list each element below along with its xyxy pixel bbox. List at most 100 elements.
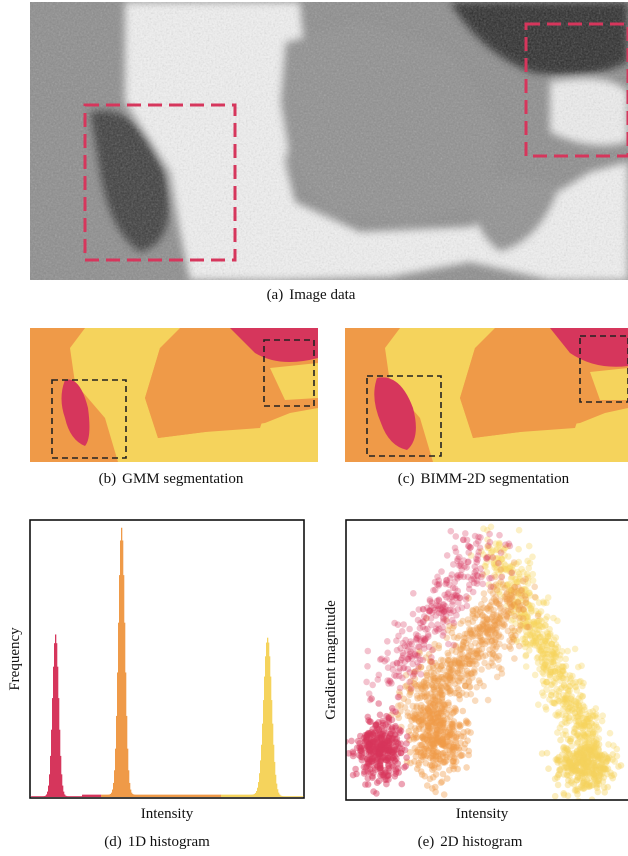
- scatter-point: [534, 618, 541, 625]
- scatter-point: [430, 742, 438, 750]
- scatter-point: [512, 632, 519, 639]
- scatter-point: [450, 607, 457, 615]
- scatter-point: [444, 738, 451, 746]
- scatter-point: [412, 727, 420, 734]
- scatter-point: [585, 783, 593, 790]
- scatter-point: [435, 750, 442, 757]
- scatter-point: [456, 553, 463, 561]
- histogram-bar: [122, 540, 124, 797]
- scatter-point: [583, 763, 591, 770]
- scatter-point: [357, 745, 365, 753]
- scatter-point: [542, 661, 549, 668]
- scatter-point: [571, 752, 579, 759]
- scatter-point: [417, 638, 425, 645]
- scatter-point: [401, 642, 409, 650]
- scatter-point: [364, 768, 371, 775]
- scatter-point: [430, 706, 437, 714]
- scatter-point: [477, 628, 484, 635]
- scatter-point: [538, 654, 545, 661]
- scatter-point: [593, 751, 601, 759]
- scatter-point: [562, 753, 570, 761]
- scatter-point: [476, 608, 484, 616]
- scatter-point: [576, 749, 583, 756]
- histogram-bar: [59, 729, 61, 797]
- scatter-point: [434, 734, 441, 741]
- scatter-point: [580, 755, 587, 762]
- scatter-point: [423, 745, 430, 752]
- scatter-point: [504, 581, 511, 588]
- scatter-point: [487, 633, 494, 640]
- scatter-point: [597, 764, 605, 772]
- scatter-point: [480, 590, 488, 597]
- histogram-bar: [221, 794, 223, 797]
- scatter-point: [525, 542, 533, 550]
- scatter-point: [548, 640, 555, 648]
- scatter-point: [411, 758, 418, 765]
- scatter-point: [424, 736, 431, 744]
- histogram-bar: [259, 773, 261, 797]
- histogram-bar: [46, 794, 48, 797]
- histogram-bar: [207, 794, 209, 797]
- scatter-point: [560, 675, 567, 682]
- scatter-point: [567, 699, 575, 707]
- scatter-point: [584, 758, 591, 766]
- scatter-point: [476, 630, 483, 637]
- scatter-point: [522, 651, 530, 659]
- scatter-point: [562, 756, 569, 764]
- scatter-point: [539, 637, 547, 644]
- scatter-point: [464, 616, 472, 623]
- scatter-point: [474, 654, 482, 661]
- scatter-point: [598, 752, 606, 760]
- histogram-bar: [167, 794, 169, 797]
- scatter-point: [539, 669, 546, 676]
- scatter-point: [422, 711, 430, 719]
- scatter-point: [561, 759, 568, 767]
- histogram-bar: [219, 794, 221, 797]
- scatter-point: [462, 719, 470, 727]
- scatter-point: [579, 757, 586, 764]
- histogram-bar: [100, 794, 102, 797]
- scatter-point: [431, 740, 439, 748]
- scatter-point: [432, 731, 439, 739]
- scatter-point: [501, 560, 508, 568]
- scatter-point: [448, 647, 456, 654]
- scatter-point: [460, 573, 467, 581]
- scatter-point: [555, 692, 562, 699]
- scatter-point: [384, 649, 391, 657]
- scatter-point: [442, 743, 450, 750]
- scatter-point: [414, 695, 421, 702]
- scatter-point: [515, 612, 523, 620]
- scatter-point: [472, 540, 480, 547]
- scatter-point: [446, 747, 454, 755]
- scatter-point: [488, 598, 496, 605]
- scatter-point: [580, 714, 587, 722]
- scatter-point: [515, 605, 523, 612]
- scatter-point: [597, 754, 604, 762]
- scatter-point: [434, 752, 442, 760]
- scatter-point: [430, 675, 437, 683]
- scatter-point: [557, 671, 564, 678]
- scatter-point: [469, 610, 476, 618]
- scatter-point: [484, 544, 492, 552]
- scatter-point: [407, 652, 414, 660]
- histogram-bar: [43, 796, 45, 797]
- scatter-point: [418, 771, 426, 778]
- scatter-point: [420, 618, 427, 625]
- scatter-point: [469, 612, 477, 620]
- scatter-point: [425, 747, 433, 754]
- scatter-point: [403, 754, 410, 761]
- scatter-point: [527, 592, 534, 599]
- scatter-point: [593, 740, 601, 747]
- scatter-point: [433, 736, 440, 743]
- scatter-point: [546, 696, 553, 703]
- scatter-point: [577, 783, 585, 791]
- scatter-point: [527, 605, 535, 612]
- scatter-point: [492, 598, 500, 606]
- scatter-point: [435, 709, 443, 717]
- scatter-point: [586, 722, 593, 730]
- scatter-point: [432, 771, 440, 778]
- scatter-point: [510, 601, 518, 609]
- histogram-bar: [54, 643, 56, 797]
- scatter-point: [420, 735, 427, 742]
- scatter-point: [539, 651, 547, 658]
